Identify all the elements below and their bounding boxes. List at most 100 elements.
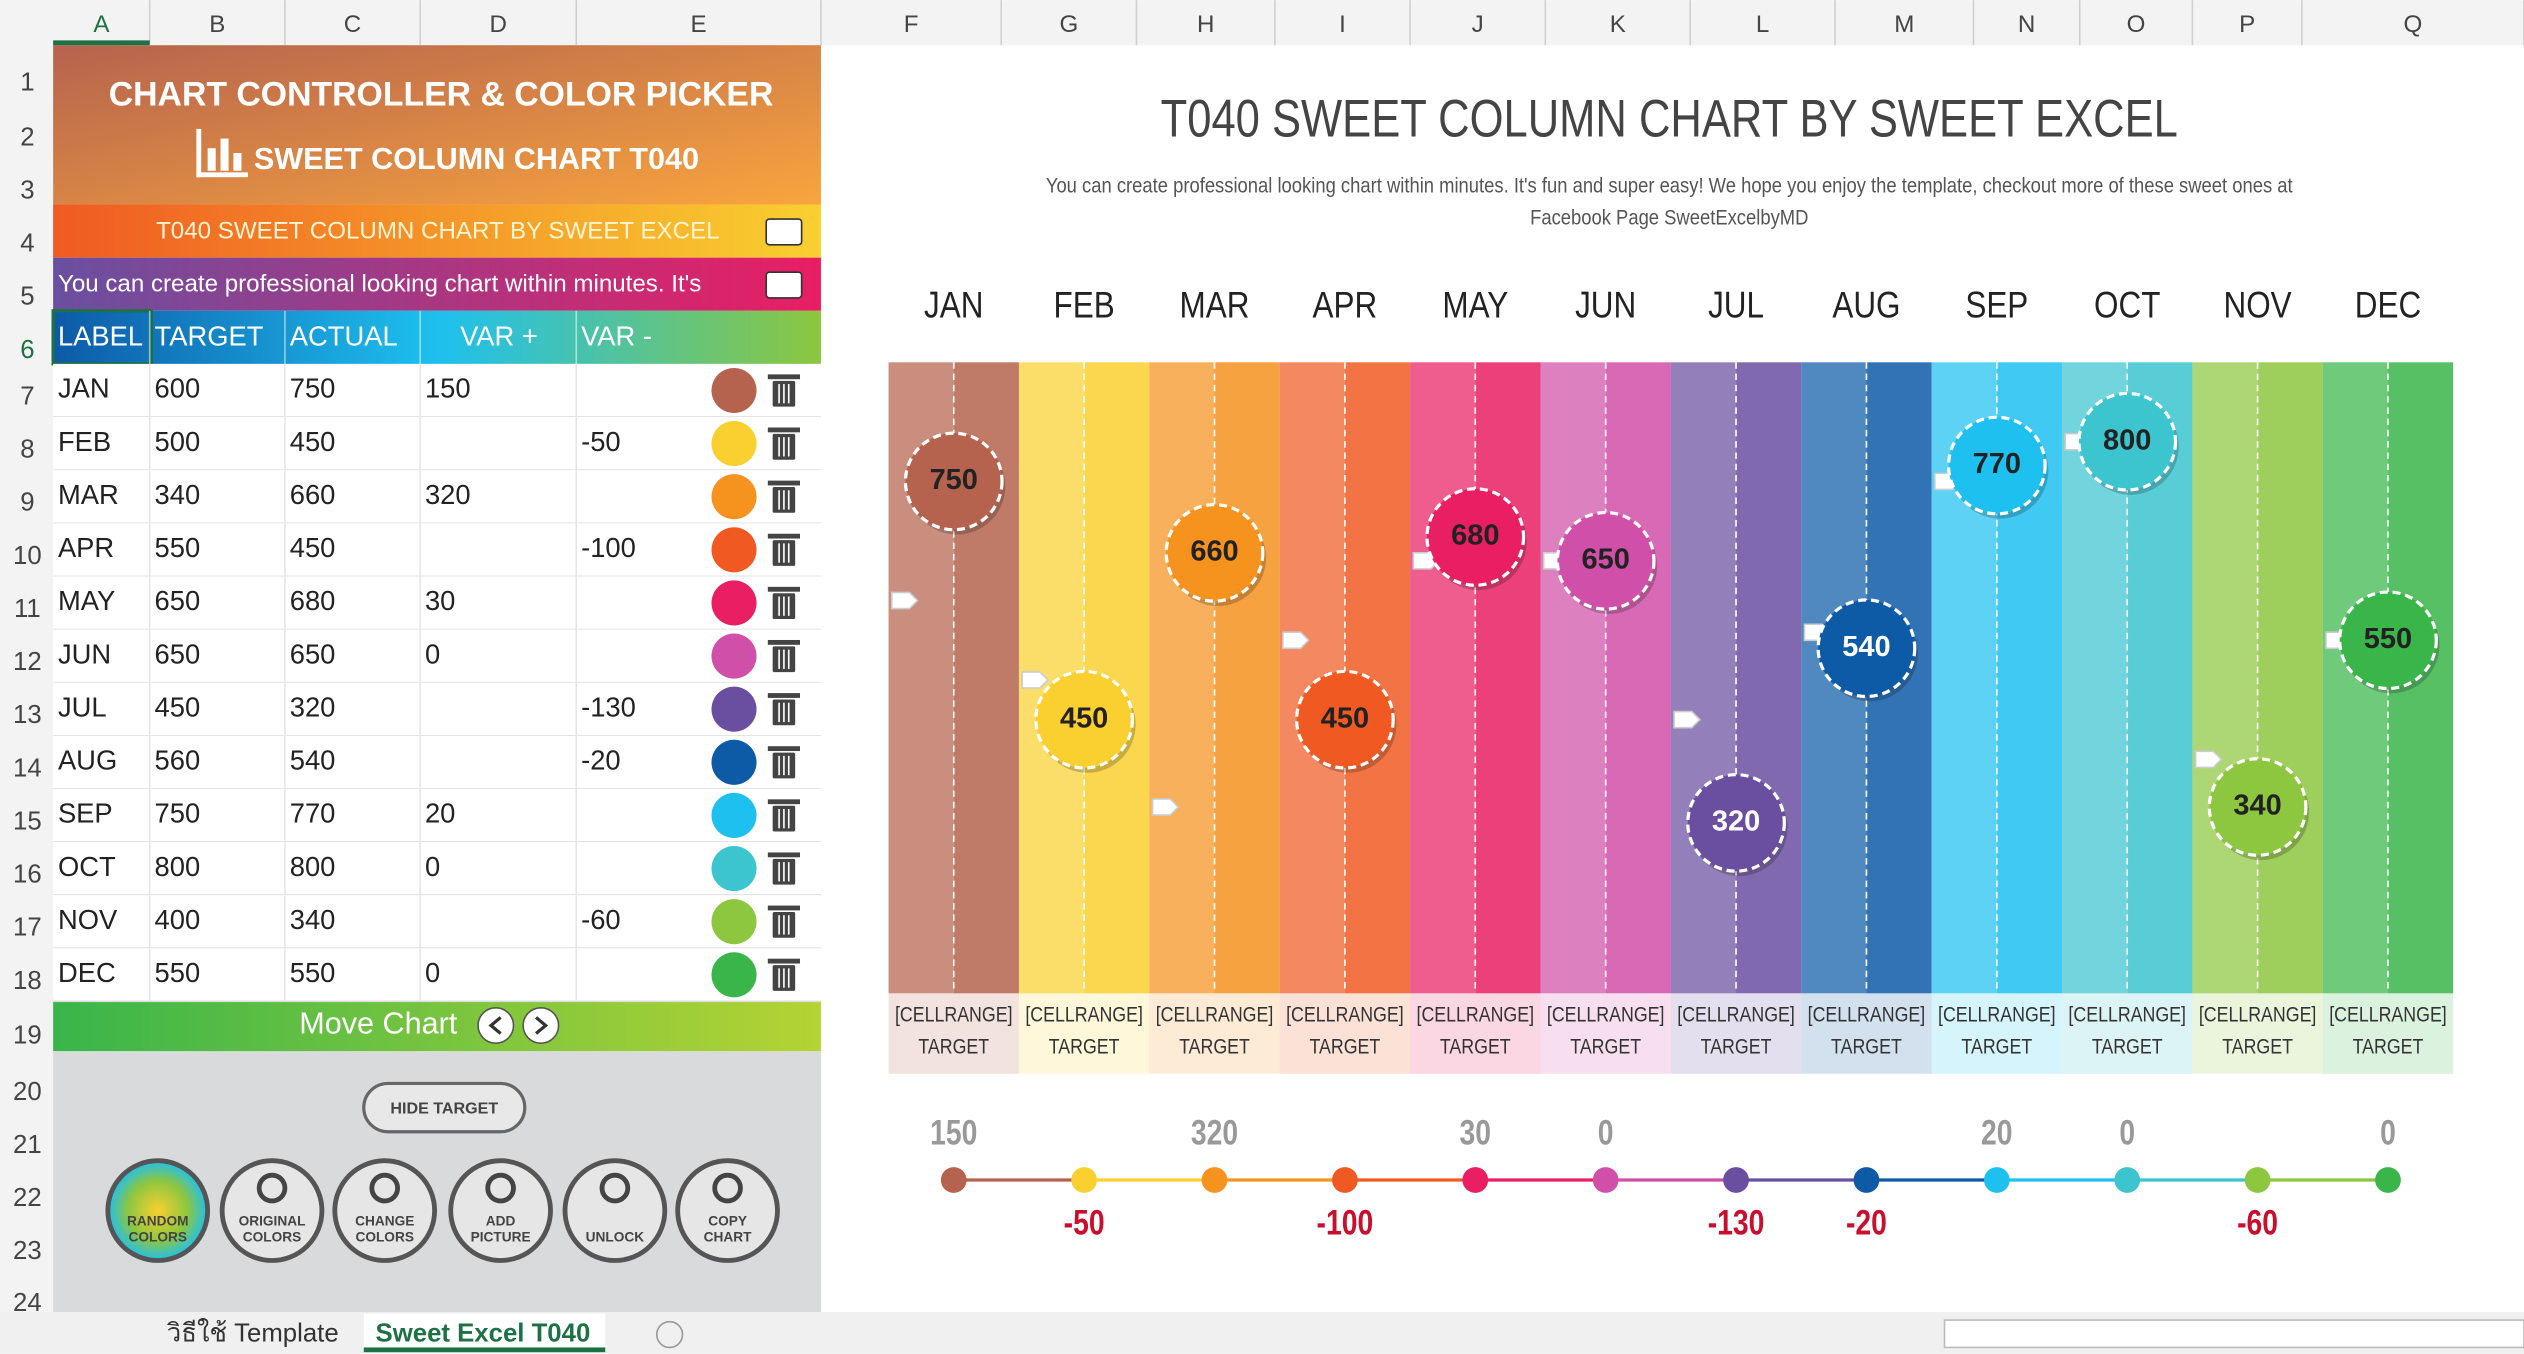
table-row <box>53 523 821 577</box>
sheet-tab[interactable]: Sweet Excel T040 <box>376 1319 591 1347</box>
table-cell: JAN <box>58 373 110 404</box>
table-row <box>53 470 821 524</box>
actual-label: 650 <box>1581 543 1629 575</box>
target-label-band <box>1931 993 2063 1074</box>
delete-icon[interactable] <box>767 533 801 566</box>
color-swatch[interactable] <box>711 633 757 679</box>
control-button[interactable] <box>332 1158 438 1263</box>
active-tab-underline <box>363 1347 606 1353</box>
move-right-button[interactable] <box>522 1006 560 1045</box>
active-tab[interactable] <box>363 1313 606 1354</box>
edit-icon[interactable] <box>765 271 803 299</box>
color-swatch[interactable] <box>711 739 757 785</box>
trash-line <box>778 808 780 829</box>
delete-icon[interactable] <box>767 586 801 620</box>
control-button[interactable] <box>105 1158 211 1263</box>
table-cell: 800 <box>290 851 336 882</box>
delete-icon[interactable] <box>767 427 801 460</box>
category-label: MAY <box>1442 285 1508 326</box>
delete-icon[interactable] <box>767 905 801 938</box>
delete-icon[interactable] <box>767 799 801 832</box>
control-button[interactable] <box>562 1158 668 1263</box>
trash-line <box>787 437 790 457</box>
color-swatch[interactable] <box>711 421 757 467</box>
table-cell: 650 <box>155 638 201 669</box>
actual-bubble <box>1034 669 1135 770</box>
scrollbar[interactable] <box>1943 1319 2524 1349</box>
row-header: 2 <box>20 123 34 151</box>
delete-icon[interactable] <box>767 639 801 673</box>
actual-bubble <box>1816 598 1917 699</box>
color-swatch[interactable] <box>711 846 757 892</box>
variance-dot <box>1201 1167 1228 1193</box>
move-left-button[interactable] <box>477 1006 515 1045</box>
variance-label: -50 <box>1064 1202 1105 1242</box>
variance-dot <box>940 1167 967 1193</box>
trash-lid <box>767 746 801 752</box>
variance-label: -130 <box>1708 1202 1765 1242</box>
panel-subtitle: SWEET COLUMN CHART T040 <box>254 142 699 176</box>
control-button[interactable] <box>675 1158 780 1263</box>
column-header: K <box>1610 11 1626 38</box>
edit-icon[interactable] <box>765 218 803 246</box>
table-row <box>53 788 821 842</box>
color-swatch[interactable] <box>711 952 757 998</box>
color-swatch[interactable] <box>711 474 757 520</box>
delete-icon[interactable] <box>767 374 801 407</box>
table-cell: FEB <box>58 426 111 457</box>
actual-label: 770 <box>1973 448 2021 480</box>
sheet-tab[interactable]: วิธีใช้ Template <box>166 1318 338 1347</box>
trash-line <box>778 596 780 616</box>
color-swatch[interactable] <box>711 792 757 838</box>
trash-line <box>783 862 785 882</box>
table-cell: 340 <box>155 479 201 510</box>
row-header: 12 <box>13 648 42 676</box>
color-swatch[interactable] <box>711 899 757 945</box>
trash-line <box>787 649 790 669</box>
control-button[interactable] <box>219 1158 325 1263</box>
table-cell: 600 <box>155 373 201 404</box>
color-swatch[interactable] <box>711 686 757 732</box>
column-header: J <box>1472 11 1484 38</box>
button-icon <box>256 1172 288 1204</box>
delete-icon[interactable] <box>767 746 801 779</box>
button-label: UNLOCK <box>586 1230 645 1245</box>
control-button[interactable] <box>448 1158 553 1263</box>
hide-target-button[interactable] <box>362 1081 527 1134</box>
color-swatch[interactable] <box>711 527 757 573</box>
row-header: 7 <box>20 383 34 411</box>
table-cell: -20 <box>581 745 621 776</box>
data-label: TARGET <box>1831 1035 1902 1059</box>
table-header-cell: ACTUAL <box>290 320 398 351</box>
table-cell: JUL <box>58 691 107 722</box>
trash-line <box>783 596 785 616</box>
variance-label: 20 <box>1981 1112 2013 1152</box>
color-swatch[interactable] <box>711 367 757 414</box>
data-label: [CELLRANGE] <box>895 1003 1013 1027</box>
add-sheet-button[interactable] <box>655 1320 684 1349</box>
trash-lid <box>767 693 801 698</box>
target-marker <box>1151 798 1180 816</box>
table-header-cell: VAR + <box>460 320 538 351</box>
actual-label: 660 <box>1190 536 1238 568</box>
delete-icon[interactable] <box>767 852 801 885</box>
target-label-band <box>2062 993 2193 1074</box>
target-label-band <box>1410 993 1541 1074</box>
row-header: 22 <box>13 1184 42 1212</box>
delete-icon[interactable] <box>767 958 801 991</box>
trash-line <box>787 596 790 616</box>
data-label: [CELLRANGE] <box>1808 1003 1926 1027</box>
delete-icon[interactable] <box>767 693 801 726</box>
target-label-band <box>888 993 1019 1074</box>
button-label: RANDOM <box>127 1213 189 1228</box>
table-cell: 500 <box>155 426 201 457</box>
table-cell: NOV <box>58 904 118 935</box>
color-swatch[interactable] <box>711 580 757 626</box>
target-marker <box>2194 750 2223 769</box>
delete-icon[interactable] <box>767 480 801 513</box>
data-label: TARGET <box>1049 1035 1120 1059</box>
button-label: COLORS <box>243 1230 302 1245</box>
target-label-band <box>2322 993 2454 1074</box>
table-cell: -130 <box>581 691 636 722</box>
